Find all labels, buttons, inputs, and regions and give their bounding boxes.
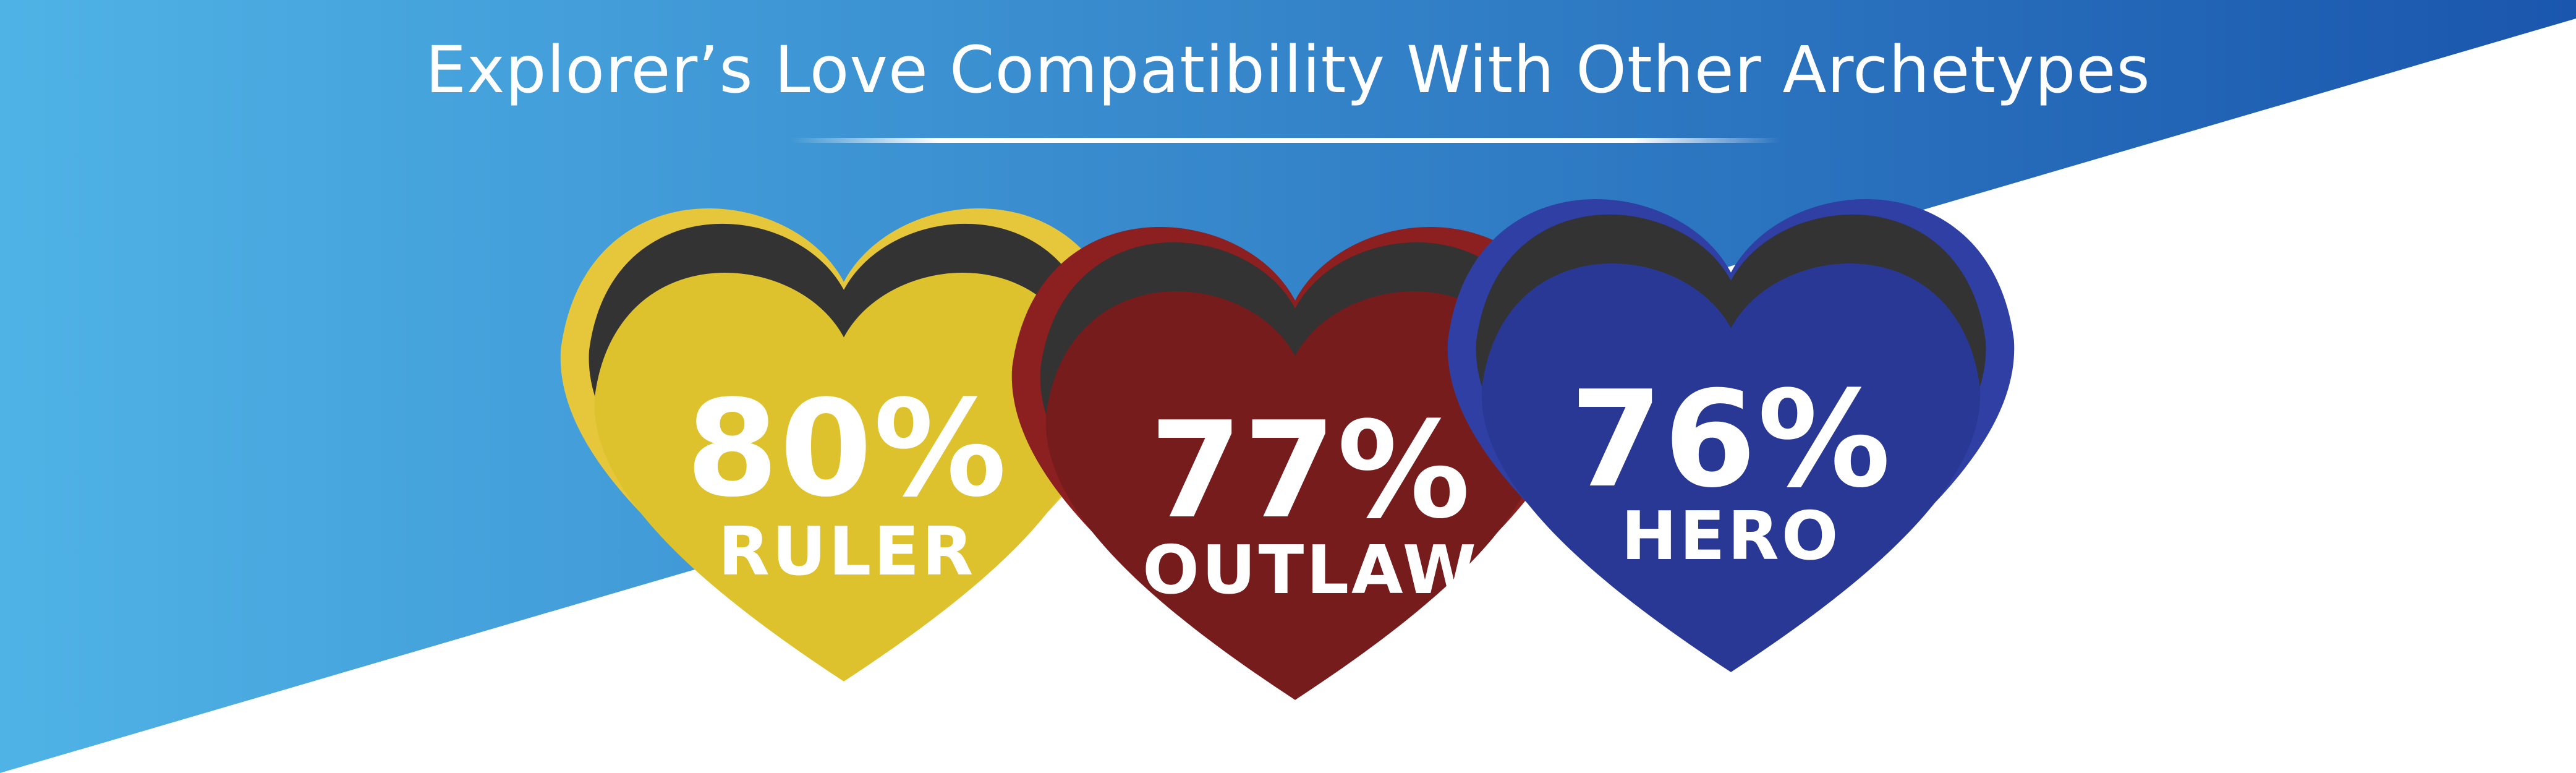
hero-percent: 76%: [1570, 362, 1892, 517]
ruler-label: RULER: [718, 513, 976, 591]
hero-label: HERO: [1621, 498, 1841, 575]
title-divider: [791, 138, 1780, 143]
outlaw-label: OUTLAW: [1142, 532, 1479, 609]
page-title: Explorer’s Love Compatibility With Other…: [425, 32, 2151, 108]
ruler-percent: 80%: [686, 371, 1008, 526]
outlaw-percent: 77%: [1149, 393, 1472, 548]
